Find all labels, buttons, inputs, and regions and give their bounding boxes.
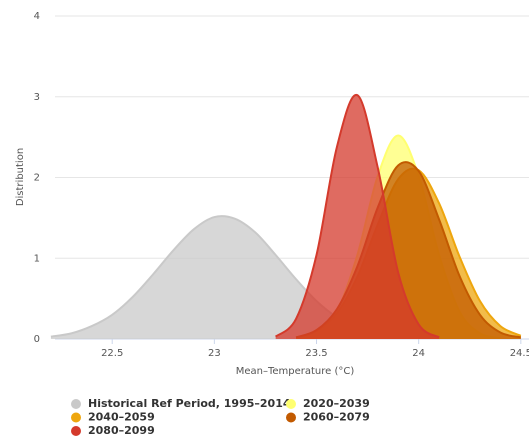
x-tick-label: 24.5 xyxy=(510,348,529,359)
x-tick-label: 24 xyxy=(412,348,425,359)
y-tick-label: 2 xyxy=(34,173,40,184)
legend-item: 2060–2079 xyxy=(286,411,370,424)
legend-swatch xyxy=(286,412,296,423)
area-fill xyxy=(275,94,440,339)
legend-swatch xyxy=(286,399,296,409)
x-tick-label: 23.5 xyxy=(305,348,327,359)
legend-swatch xyxy=(71,399,81,409)
legend-item: 2080–2099 xyxy=(71,424,155,437)
legend-label: 2020–2039 xyxy=(303,397,370,410)
legend-item: Historical Ref Period, 1995–2014 xyxy=(71,397,291,410)
legend-item: 2040–2059 xyxy=(71,411,155,424)
legend-item: 2020–2039 xyxy=(286,397,370,410)
x-tick-label: 22.5 xyxy=(101,348,123,359)
legend-swatch xyxy=(71,412,81,423)
x-tick-label: 23 xyxy=(208,348,221,359)
x-axis-label: Mean–Temperature (°C) xyxy=(236,366,355,377)
y-tick-label: 1 xyxy=(34,253,40,264)
y-tick-label: 0 xyxy=(34,334,40,345)
legend-swatch xyxy=(71,426,81,436)
y-axis-label: Distribution xyxy=(15,148,26,206)
legend-label: 2040–2059 xyxy=(88,411,155,424)
area-line xyxy=(274,94,440,339)
legend-label: 2080–2099 xyxy=(88,424,155,437)
legend-label: 2060–2079 xyxy=(303,411,370,424)
y-tick-label: 3 xyxy=(34,92,40,103)
legend-label: Historical Ref Period, 1995–2014 xyxy=(88,397,291,410)
y-tick-label: 4 xyxy=(34,11,40,22)
